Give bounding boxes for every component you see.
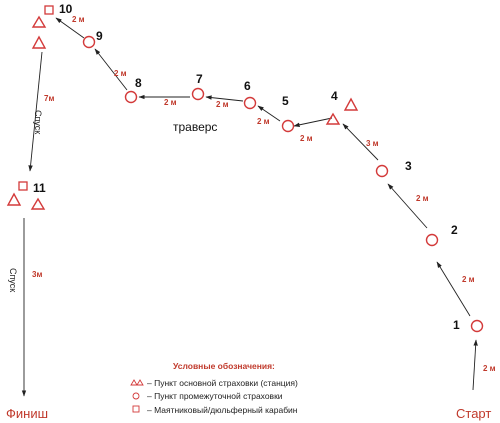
- segment-10-11: [28, 51, 43, 172]
- legend-triangle-pair-icon: [130, 379, 144, 386]
- legend-circle-icon: [132, 392, 140, 400]
- point-label-11: 11: [33, 181, 46, 195]
- distance-label: 2 м: [257, 117, 270, 126]
- point-label-3: 3: [405, 159, 412, 173]
- point-label-9: 9: [96, 29, 103, 43]
- point-label-1: 1: [453, 318, 460, 332]
- point-6-circle-icon: [243, 96, 257, 110]
- descent-label: Спуск: [8, 268, 18, 292]
- distance-label: 2 м: [300, 134, 313, 143]
- point-11-square-icon: [18, 181, 28, 191]
- start-label: Старт: [456, 406, 491, 421]
- segment-6-7: [205, 95, 244, 102]
- point-11-triangle-icon: [6, 192, 22, 206]
- point-3-circle-icon: [375, 164, 389, 178]
- distance-label: 2 м: [216, 100, 229, 109]
- point-11-triangle-icon: [30, 197, 46, 210]
- point-5-circle-icon: [281, 119, 295, 133]
- segment-4-5: [293, 117, 333, 127]
- point-9-circle-icon: [82, 35, 96, 49]
- distance-label: 2 м: [483, 364, 496, 373]
- legend-square-icon: [132, 405, 140, 413]
- segment-8-9: [94, 48, 128, 91]
- point-label-8: 8: [135, 76, 142, 90]
- legend: Условные обозначения: – Пункт основной с…: [130, 361, 298, 415]
- point-10-triangle-icon: [31, 15, 47, 28]
- traverse-label: траверс: [173, 120, 217, 134]
- point-label-7: 7: [196, 72, 203, 86]
- legend-item-intermediate: – Пункт промежуточной страховки: [147, 391, 283, 401]
- point-1-circle-icon: [470, 319, 484, 333]
- point-label-4: 4: [331, 89, 338, 103]
- segment-5-6: [257, 105, 281, 122]
- point-label-2: 2: [451, 223, 458, 237]
- point-2-circle-icon: [425, 233, 439, 247]
- segment-1-2: [436, 261, 471, 317]
- point-4-triangle-icon: [325, 112, 341, 125]
- distance-label: 3 м: [366, 139, 379, 148]
- legend-title: Условные обозначения:: [173, 361, 275, 371]
- segment-9-10: [55, 17, 85, 39]
- distance-label: 2 м: [416, 194, 429, 203]
- distance-label: 2 м: [114, 69, 127, 78]
- point-label-5: 5: [282, 94, 289, 108]
- distance-label: 2 м: [72, 15, 85, 24]
- segment-2-3: [387, 183, 428, 229]
- legend-item-carabiner: – Маятниковый/дюльферный карабин: [147, 405, 298, 415]
- point-4-triangle-icon: [343, 97, 359, 111]
- distance-label: 7м: [44, 94, 54, 103]
- point-7-circle-icon: [191, 87, 205, 101]
- distance-label: 2 м: [164, 98, 177, 107]
- distance-label: 3м: [32, 270, 42, 279]
- point-8-circle-icon: [124, 90, 138, 104]
- point-label-6: 6: [244, 79, 251, 93]
- segment-start-1: [472, 339, 478, 391]
- finish-label: Финиш: [6, 406, 48, 421]
- point-10-triangle-icon: [31, 35, 47, 49]
- segment-3-4: [342, 123, 379, 161]
- point-label-10: 10: [59, 2, 73, 16]
- descent-label: Спуск: [33, 110, 43, 134]
- legend-item-station: – Пункт основной страховки (станция): [147, 378, 298, 388]
- point-10-square-icon: [44, 5, 54, 15]
- distance-label: 2 м: [462, 275, 475, 284]
